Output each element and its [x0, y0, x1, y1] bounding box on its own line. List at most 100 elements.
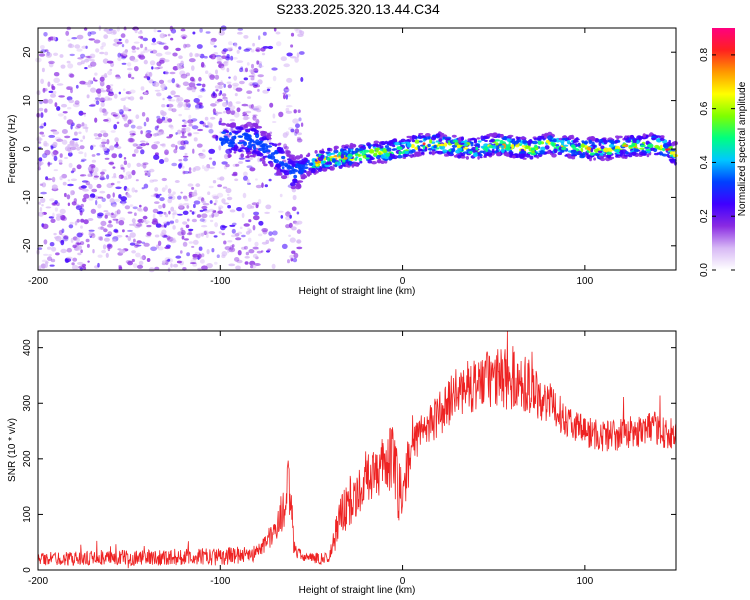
spectrogram-noise-point: [201, 253, 205, 258]
spectrogram-trace-point: [319, 150, 326, 154]
spectrogram-noise-point: [172, 213, 175, 219]
spectrogram-noise-point: [172, 52, 178, 57]
spectrogram-trace-point: [315, 163, 319, 167]
spectrogram-noise-point: [97, 254, 103, 258]
spectrogram-noise-point: [184, 107, 191, 111]
spectrogram-noise-point: [70, 190, 74, 196]
spectrogram-noise-point: [197, 128, 204, 132]
spectrogram-noise-point: [100, 171, 105, 175]
spectrogram-noise-point: [213, 52, 218, 55]
spectrogram-noise-point: [66, 96, 73, 101]
spectrogram-trace-point: [479, 156, 483, 159]
spectrogram-noise-point: [91, 188, 98, 193]
spectrogram-trace-point: [321, 163, 326, 168]
spectrogram-noise-point: [113, 124, 118, 130]
spectrogram-noise-point: [94, 117, 98, 123]
spectrogram-noise-point: [161, 177, 167, 182]
spectrogram-trace-point: [586, 154, 590, 160]
spectrogram-noise-point: [213, 202, 217, 206]
spectrogram-trace-point: [372, 143, 376, 147]
spectrogram-noise-point: [124, 205, 131, 210]
spectrogram-trace-point: [641, 149, 645, 152]
spectrogram-noise-point: [172, 191, 176, 195]
spectrogram-noise-point: [39, 131, 44, 135]
spectrogram-trace-point: [459, 142, 465, 145]
spectrogram-trace-point: [591, 141, 595, 146]
spectrogram-trace-point: [435, 133, 441, 138]
spectrogram-trace-point: [468, 148, 472, 152]
spectrogram-noise-point: [191, 211, 195, 215]
spectrogram-noise-point: [61, 139, 68, 145]
spectrogram-noise-point: [100, 89, 107, 93]
spectrogram-noise-point: [239, 226, 243, 230]
spectrogram-trace-point: [353, 161, 358, 166]
spectrogram-noise-point: [99, 76, 105, 82]
spectrogram-noise-point: [112, 114, 118, 117]
spectrogram-noise-point: [41, 182, 47, 188]
spectrogram-noise-point: [93, 133, 99, 137]
spectrogram-noise-point: [85, 238, 90, 243]
spectrogram-noise-point: [186, 205, 190, 209]
spectrogram-trace-point: [475, 146, 479, 151]
spectrogram-trace-point: [373, 152, 378, 156]
spectrogram-noise-point: [97, 133, 103, 138]
spectrogram-noise-point: [162, 120, 169, 123]
spectrogram-noise-point: [176, 84, 181, 88]
spectrogram-noise-point: [139, 140, 146, 143]
spectrogram-noise-point: [228, 41, 233, 46]
spectrogram-noise-point: [235, 101, 241, 104]
spectrogram-noise-point: [175, 83, 179, 88]
spectrogram-noise-point: [112, 29, 117, 35]
spectrogram-noise-point: [256, 105, 262, 110]
spectrogram-noise-point: [292, 257, 298, 263]
spectrogram-noise-point: [132, 263, 138, 269]
spectrogram-noise-point: [148, 79, 154, 84]
spectrogram-trace-point: [358, 157, 362, 162]
spectrogram-noise-point: [97, 226, 105, 230]
spectrogram-trace-point: [418, 132, 424, 135]
spectrogram-trace-point: [516, 136, 520, 140]
spectrogram-trace-point: [238, 148, 242, 153]
spectrogram-noise-point: [189, 209, 193, 213]
spectrogram-noise-point: [62, 236, 69, 242]
spectrogram-noise-point: [198, 246, 203, 251]
spectrogram-noise-point: [245, 231, 251, 235]
spectrogram-noise-point: [61, 228, 65, 234]
spectrogram-trace-point: [351, 163, 355, 168]
snr-x-ticks: -200 -100 0 100: [28, 331, 594, 587]
spectrogram-trace-point: [477, 140, 482, 143]
spectrogram-noise-point: [50, 218, 56, 223]
spectrogram-noise-point: [97, 196, 104, 199]
spectrogram-noise-point: [216, 192, 224, 198]
spectrogram-noise-point: [205, 31, 211, 34]
spectrogram-trace-point: [451, 134, 457, 138]
spectrogram-noise-point: [146, 174, 150, 177]
spectrogram-noise-point: [199, 209, 204, 213]
spectrogram-trace-point: [239, 147, 246, 150]
spectrogram-noise-point: [123, 175, 128, 180]
spectrogram-trace-point: [220, 122, 227, 126]
figure-title: S233.2025.320.13.44.C34: [276, 1, 440, 17]
spectrogram-noise-point: [53, 232, 57, 236]
spectrogram-noise-point: [176, 103, 183, 108]
spectrogram-noise-point: [159, 224, 166, 228]
spectrogram-noise-point: [209, 200, 213, 204]
spectrogram-trace-point: [495, 142, 499, 146]
spectrogram-noise-point: [40, 197, 46, 203]
y-tick-label: -20: [22, 238, 33, 253]
spectrogram-trace-point: [354, 157, 358, 161]
spectrogram-trace-point: [437, 150, 443, 155]
spectrogram-noise-point: [107, 244, 112, 248]
spectrogram-trace-point: [409, 150, 414, 154]
spectrogram-noise-point: [103, 34, 109, 39]
spectrogram-noise-point: [66, 247, 73, 253]
spectrogram-noise-point: [212, 210, 217, 213]
spectrogram-noise-point: [80, 225, 83, 229]
spectrogram-trace-point: [597, 150, 603, 154]
spectrogram-noise-point: [209, 214, 214, 218]
spectrogram-trace-point: [669, 151, 676, 155]
spectrogram-noise-point: [47, 256, 53, 262]
spectrogram-noise-point: [140, 51, 145, 54]
spectrogram-noise-point: [191, 88, 196, 93]
